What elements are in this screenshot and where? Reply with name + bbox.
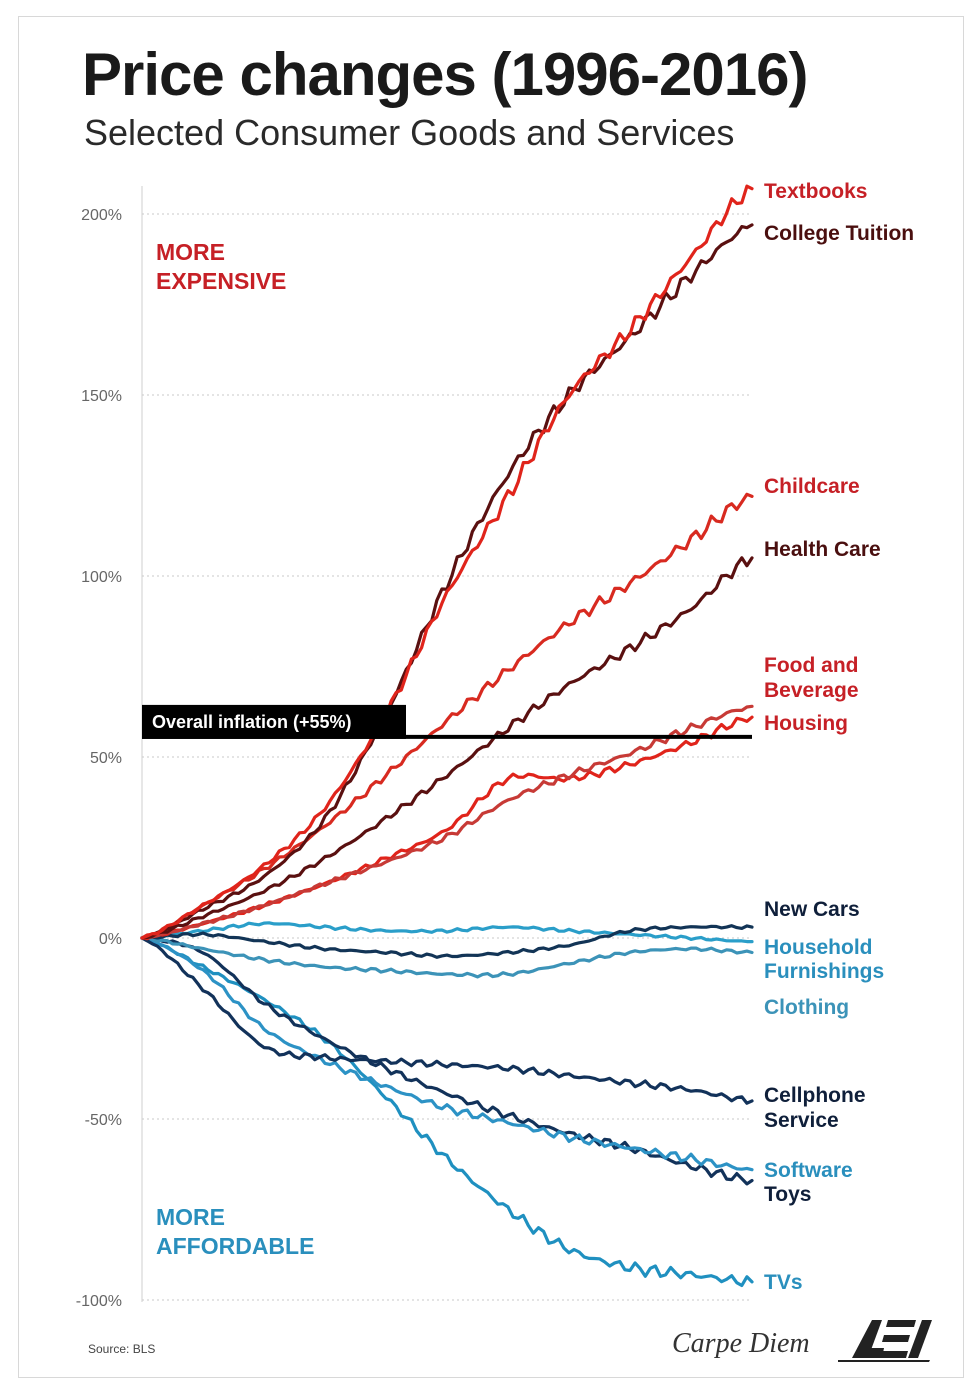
chart-title: Price changes (1996-2016)	[82, 41, 808, 108]
series-line-software	[140, 936, 754, 1172]
more-expensive-label: MORE	[156, 239, 225, 265]
y-tick-label: -50%	[85, 1112, 122, 1129]
series-label-clothing: Clothing	[764, 996, 849, 1019]
y-tick-label: 100%	[81, 569, 122, 586]
chart-subtitle: Selected Consumer Goods and Services	[84, 112, 735, 153]
series-line-household	[140, 921, 754, 944]
y-tick-label: 150%	[81, 388, 122, 405]
series-line-toys	[140, 936, 754, 1186]
series-line-food-bev	[140, 704, 754, 940]
inflation-label: Overall inflation (+55%)	[152, 712, 352, 732]
series-line-cellphone	[140, 936, 754, 1105]
series-label-college-tuition: College Tuition	[764, 222, 914, 245]
series-label-new-cars: New Cars	[764, 898, 860, 921]
y-tick-label: 200%	[81, 207, 122, 224]
series-label-food-bev: Food and	[764, 654, 858, 677]
y-axis: 200% 150% 100% 50% 0% -50% -100%	[76, 186, 143, 1310]
series-line-health-care	[140, 556, 754, 940]
y-tick-label: 0%	[99, 931, 122, 948]
inflation-reference: Overall inflation (+55%)	[142, 704, 752, 739]
series-label-housing: Housing	[764, 712, 848, 735]
series-line-textbooks	[140, 184, 754, 940]
series-line-clothing	[140, 935, 754, 979]
grid-lines	[142, 213, 752, 1301]
y-tick-label: -100%	[76, 1293, 122, 1310]
more-affordable-label: AFFORDABLE	[156, 1233, 314, 1259]
series-label-household: Furnishings	[764, 960, 884, 983]
series-line-housing	[140, 715, 754, 941]
more-expensive-label: EXPENSIVE	[156, 268, 286, 294]
series-label-software: Software	[764, 1159, 853, 1182]
inflation-label-box	[142, 704, 406, 739]
series-label-household: Household	[764, 936, 873, 959]
series-label-childcare: Childcare	[764, 475, 860, 498]
series-label-tvs: TVs	[764, 1271, 803, 1294]
series-label-cellphone: Cellphone	[764, 1084, 866, 1107]
series-label-textbooks: Textbooks	[764, 180, 867, 203]
y-tick-label: 50%	[90, 750, 122, 767]
more-affordable-label: MORE	[156, 1204, 225, 1230]
series-label-health-care: Health Care	[764, 538, 881, 561]
series-labels: Textbooks College Tuition Childcare Health …	[764, 180, 914, 1294]
carpe-diem-credit: Carpe Diem	[672, 1328, 810, 1359]
series-line-new-cars	[140, 924, 754, 959]
source-note: Source: BLS	[88, 1342, 156, 1356]
chart-frame	[18, 16, 964, 1378]
series-label-food-bev: Beverage	[764, 679, 859, 702]
aei-logo	[838, 1320, 932, 1362]
series-label-toys: Toys	[764, 1183, 811, 1206]
series-label-cellphone: Service	[764, 1109, 839, 1132]
series-lines	[140, 184, 754, 1288]
